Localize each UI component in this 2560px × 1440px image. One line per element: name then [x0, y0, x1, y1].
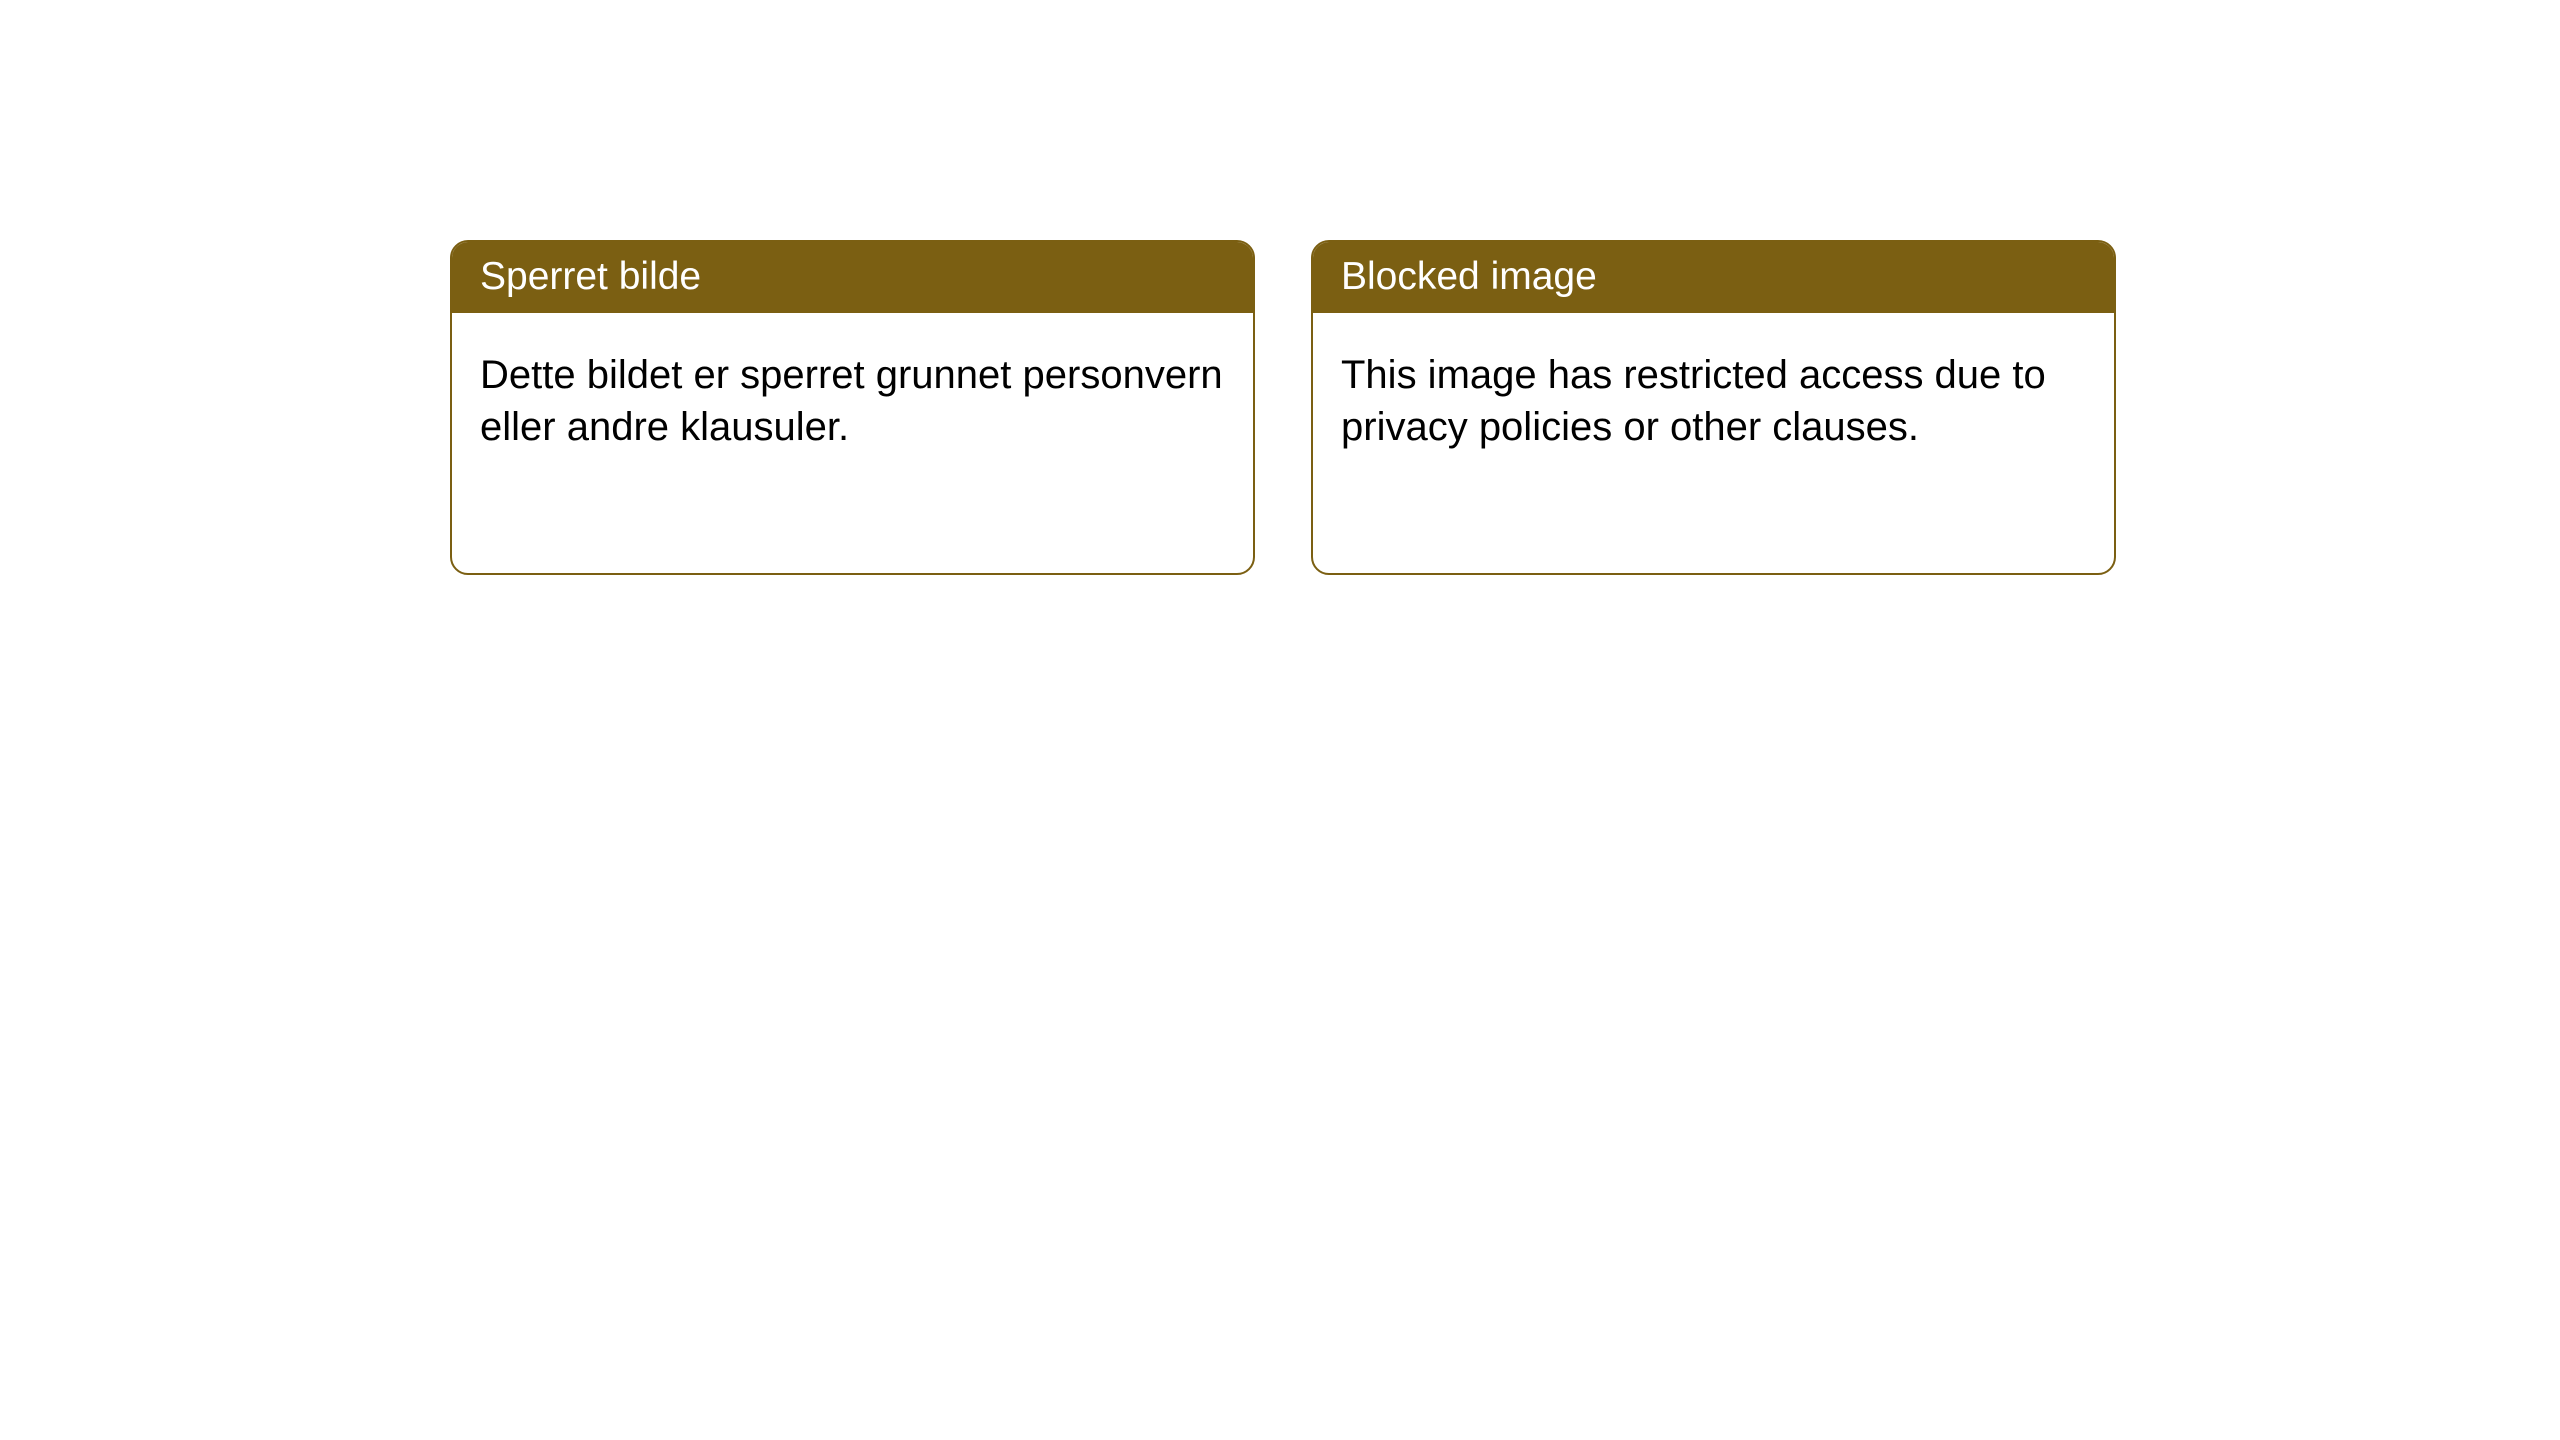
card-body: Dette bildet er sperret grunnet personve…	[452, 313, 1253, 489]
card-title: Blocked image	[1341, 255, 1597, 298]
card-body-text: Dette bildet er sperret grunnet personve…	[480, 353, 1223, 449]
notice-card-norwegian: Sperret bilde Dette bildet er sperret gr…	[450, 240, 1255, 575]
card-body-text: This image has restricted access due to …	[1341, 353, 2046, 449]
card-title: Sperret bilde	[480, 255, 701, 298]
notice-card-english: Blocked image This image has restricted …	[1311, 240, 2116, 575]
notice-cards-container: Sperret bilde Dette bildet er sperret gr…	[450, 240, 2116, 575]
card-header: Sperret bilde	[452, 242, 1253, 313]
card-body: This image has restricted access due to …	[1313, 313, 2114, 489]
card-header: Blocked image	[1313, 242, 2114, 313]
